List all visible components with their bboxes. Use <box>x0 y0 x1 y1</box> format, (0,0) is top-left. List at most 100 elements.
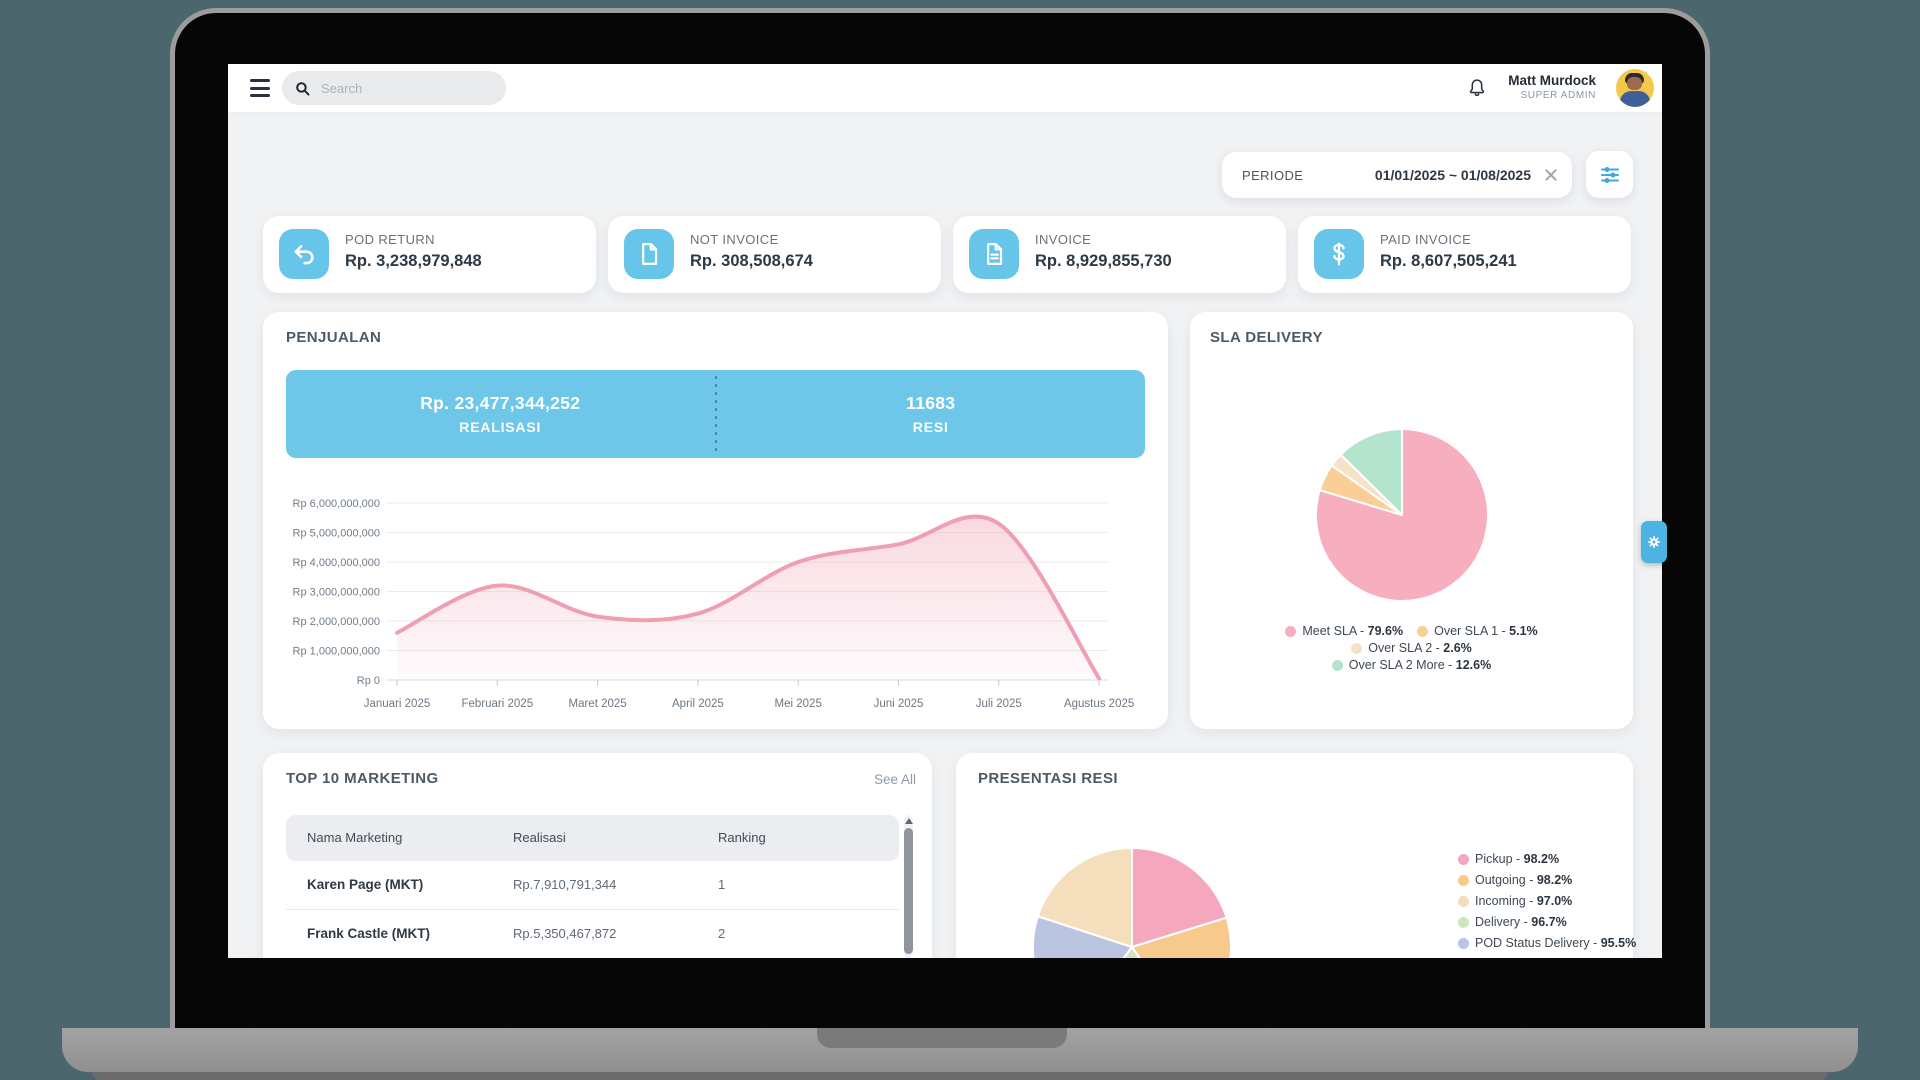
cell-realisasi: Rp.5,350,467,872 <box>513 926 617 941</box>
legend-text: Pickup - 98.2% <box>1475 852 1560 866</box>
svg-text:Rp 0: Rp 0 <box>357 675 380 687</box>
topbar-right: Matt Murdock SUPER ADMIN <box>1466 69 1654 107</box>
period-filter[interactable]: PERIODE 01/01/2025 ~ 01/08/2025 <box>1222 152 1572 198</box>
period-value: 01/01/2025 ~ 01/08/2025 <box>1374 167 1531 183</box>
resi-pie-chart <box>1032 847 1232 958</box>
table-scrollbar[interactable] <box>904 815 913 958</box>
scrollbar-thumb[interactable] <box>904 828 913 954</box>
search-bar[interactable] <box>282 71 506 105</box>
legend-dot-icon <box>1458 937 1469 949</box>
column-header: Ranking <box>718 830 766 845</box>
svg-text:April 2025: April 2025 <box>672 698 724 710</box>
hamburger-menu-icon[interactable] <box>250 79 270 97</box>
stat-title: PAID INVOICE <box>1380 232 1472 247</box>
legend-row: Meet SLA - 79.6% Over SLA 1 - 5.1% <box>1285 624 1538 638</box>
dollar-icon <box>1314 229 1364 279</box>
svg-text:Rp 6,000,000,000: Rp 6,000,000,000 <box>293 498 380 510</box>
stat-value: Rp. 3,238,979,848 <box>345 251 482 270</box>
legend-text: Meet SLA - 79.6% <box>1302 624 1404 638</box>
user-block[interactable]: Matt Murdock SUPER ADMIN <box>1508 73 1596 102</box>
settings-tab[interactable] <box>1641 521 1667 563</box>
penjualan-banner: Rp. 23,477,344,252 REALISASI 11683 RESI <box>286 370 1145 458</box>
legend-text: Over SLA 1 - 5.1% <box>1434 624 1538 638</box>
filter-settings-button[interactable] <box>1586 151 1633 198</box>
user-avatar[interactable] <box>1616 69 1654 107</box>
sla-delivery-card: SLA DELIVERY Meet SLA - 79.6% Over SLA 1 … <box>1190 312 1633 729</box>
legend-item: POD Status Delivery - 95.5% <box>1458 936 1636 950</box>
marketing-title: TOP 10 MARKETING <box>286 770 439 787</box>
penjualan-card: PENJUALAN Rp. 23,477,344,252 REALISASI 1… <box>263 312 1168 729</box>
cell-nama-marketing: Frank Castle (MKT) <box>307 926 431 941</box>
table-header: Nama Marketing Realisasi Ranking <box>286 815 899 861</box>
sla-title: SLA DELIVERY <box>1210 329 1323 346</box>
stat-texts: INVOICE Rp. 8,929,855,730 <box>1035 231 1172 274</box>
stat-card-paid-invoice: PAID INVOICE Rp. 8,607,505,241 <box>1298 216 1631 293</box>
dashboard-screen: Matt Murdock SUPER ADMIN PERIODE 01/01/2… <box>228 64 1662 958</box>
laptop-base <box>62 1028 1858 1072</box>
legend-item: Meet SLA - 79.6% <box>1285 624 1403 638</box>
banner-divider <box>714 376 717 452</box>
table-body: Karen Page (MKT) Rp.7,910,791,344 1 Frank C… <box>286 861 899 958</box>
stat-texts: NOT INVOICE Rp. 308,508,674 <box>690 231 813 274</box>
sla-pie-chart <box>1315 428 1489 602</box>
legend-item: Pickup - 98.2% <box>1458 852 1636 866</box>
stat-value: Rp. 308,508,674 <box>690 251 813 270</box>
top10-marketing-card: TOP 10 MARKETING See All Nama Marketing R… <box>263 753 932 958</box>
stat-texts: POD RETURN Rp. 3,238,979,848 <box>345 231 482 274</box>
legend-text: Outgoing - 98.2% <box>1475 873 1573 887</box>
legend-dot-icon <box>1458 874 1469 886</box>
stat-card-not-invoice: NOT INVOICE Rp. 308,508,674 <box>608 216 941 293</box>
svg-text:Juni 2025: Juni 2025 <box>874 698 924 710</box>
see-all-link[interactable]: See All <box>873 772 916 787</box>
period-label: PERIODE <box>1242 167 1304 183</box>
penjualan-title: PENJUALAN <box>286 329 382 346</box>
legend-dot-icon <box>1458 853 1469 865</box>
svg-text:Juli 2025: Juli 2025 <box>976 698 1022 710</box>
legend-dot-icon <box>1351 642 1363 654</box>
legend-item: Over SLA 2 - 2.6% <box>1351 641 1472 655</box>
presentasi-title: PRESENTASI RESI <box>978 770 1118 787</box>
legend-item: Outgoing - 98.2% <box>1458 873 1636 887</box>
svg-text:Rp 2,000,000,000: Rp 2,000,000,000 <box>293 616 380 628</box>
legend-text: POD Status Delivery - 95.5% <box>1475 936 1637 950</box>
laptop-base-lip <box>92 1072 1828 1080</box>
close-icon[interactable] <box>1544 168 1558 182</box>
sales-line-chart: Rp 6,000,000,000 Rp 5,000,000,000 Rp 4,000… <box>293 498 1135 710</box>
stat-value: Rp. 8,607,505,241 <box>1380 251 1517 270</box>
realisasi-value: Rp. 23,477,344,252 <box>420 393 581 413</box>
stat-value: Rp. 8,929,855,730 <box>1035 251 1172 270</box>
legend-row: Over SLA 2 More - 12.6% <box>1331 658 1491 672</box>
table-row[interactable]: Frank Castle (MKT) Rp.5,350,467,872 2 <box>286 910 899 958</box>
resi-value: 11683 <box>906 393 956 413</box>
legend-row: Over SLA 2 - 2.6% <box>1351 641 1472 655</box>
user-role: SUPER ADMIN <box>1520 90 1596 102</box>
sla-legend: Meet SLA - 79.6% Over SLA 1 - 5.1% Over SL… <box>1190 624 1633 672</box>
svg-text:Januari 2025: Januari 2025 <box>364 698 431 710</box>
cell-realisasi: Rp.7,910,791,344 <box>513 877 617 892</box>
file-lines-icon <box>969 229 1019 279</box>
cell-ranking: 2 <box>718 926 726 941</box>
legend-text: Over SLA 2 - 2.6% <box>1368 641 1472 655</box>
topbar: Matt Murdock SUPER ADMIN <box>228 64 1662 112</box>
bell-icon[interactable] <box>1466 77 1488 99</box>
svg-text:Februari 2025: Februari 2025 <box>461 698 533 710</box>
presentasi-resi-card: PRESENTASI RESI Pickup - 98.2% Outgoing -… <box>956 753 1636 958</box>
cell-nama-marketing: Karen Page (MKT) <box>307 877 424 892</box>
column-header: Realisasi <box>513 830 566 845</box>
legend-dot-icon <box>1331 659 1343 671</box>
svg-text:Mei 2025: Mei 2025 <box>775 698 822 710</box>
legend-item: Over SLA 2 More - 12.6% <box>1331 658 1491 672</box>
search-input[interactable] <box>319 79 483 97</box>
return-arrow-icon <box>279 229 329 279</box>
stat-title: NOT INVOICE <box>690 232 779 247</box>
svg-text:Agustus 2025: Agustus 2025 <box>1064 698 1134 710</box>
legend-item: Delivery - 96.7% <box>1458 915 1636 929</box>
legend-item: Incoming - 97.0% <box>1458 894 1636 908</box>
scroll-up-icon[interactable] <box>904 818 913 824</box>
legend-item: Over SLA 1 - 5.1% <box>1417 624 1538 638</box>
column-header: Nama Marketing <box>307 830 403 845</box>
table-row[interactable]: Karen Page (MKT) Rp.7,910,791,344 1 <box>286 861 899 910</box>
cell-ranking: 1 <box>718 877 726 892</box>
svg-text:Rp 5,000,000,000: Rp 5,000,000,000 <box>293 528 380 540</box>
